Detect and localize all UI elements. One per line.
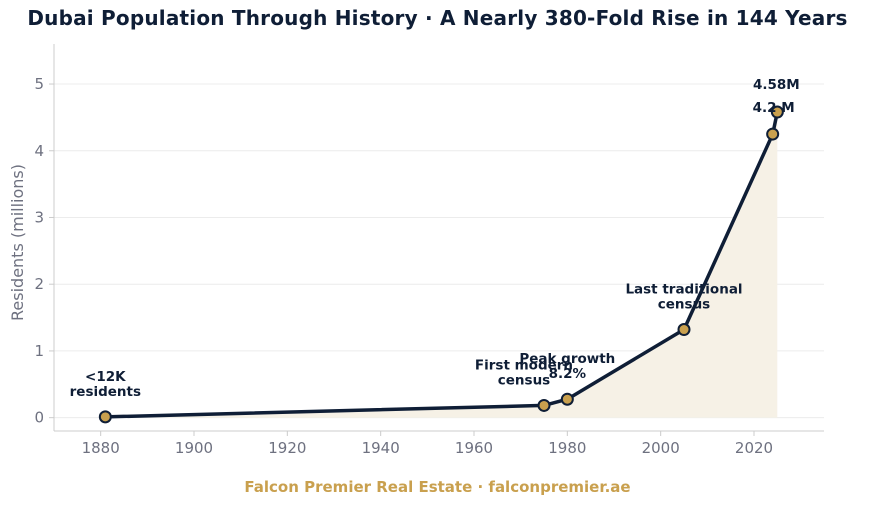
annotation-label: First modern census (475, 357, 573, 388)
x-tick-label: 1940 (362, 439, 400, 457)
data-points (98, 105, 784, 424)
annotation-label: 4.58M (753, 77, 800, 93)
data-point (537, 398, 551, 412)
x-tick-label: 1880 (82, 439, 120, 457)
annotation-label: 4.2 M (753, 100, 795, 116)
y-axis-ticks: 0 1 2 3 4 5 (34, 75, 54, 427)
x-axis-ticks: 1880 1900 1920 1940 1960 1980 2000 2020 (82, 431, 773, 457)
chart-title: Dubai Population Through History · A Nea… (27, 6, 848, 30)
y-tick-label: 0 (34, 409, 44, 427)
data-point (98, 410, 112, 424)
area-fill (105, 112, 778, 418)
y-axis-label: Residents (millions) (8, 164, 27, 321)
y-tick-label: 5 (34, 75, 44, 93)
y-tick-label: 2 (34, 275, 44, 293)
annotation-label: Peak growth 8.2% (519, 351, 615, 382)
y-tick-label: 1 (34, 342, 44, 360)
x-tick-label: 1900 (175, 439, 213, 457)
y-tick-label: 3 (34, 208, 44, 226)
x-tick-label: 1920 (268, 439, 306, 457)
axes (53, 44, 824, 432)
x-tick-label: 2000 (642, 439, 680, 457)
annotation-label: <12K residents (70, 369, 141, 400)
x-tick-label: 1980 (548, 439, 586, 457)
data-point (770, 105, 784, 119)
data-point (677, 323, 691, 337)
annotation-label: Last traditional census (625, 282, 742, 313)
x-tick-label: 2020 (735, 439, 773, 457)
x-tick-label: 1960 (455, 439, 493, 457)
y-tick-label: 4 (34, 142, 44, 160)
footer-credit: Falcon Premier Real Estate · falconpremi… (244, 478, 631, 496)
data-point (766, 127, 780, 141)
data-point (560, 392, 574, 406)
